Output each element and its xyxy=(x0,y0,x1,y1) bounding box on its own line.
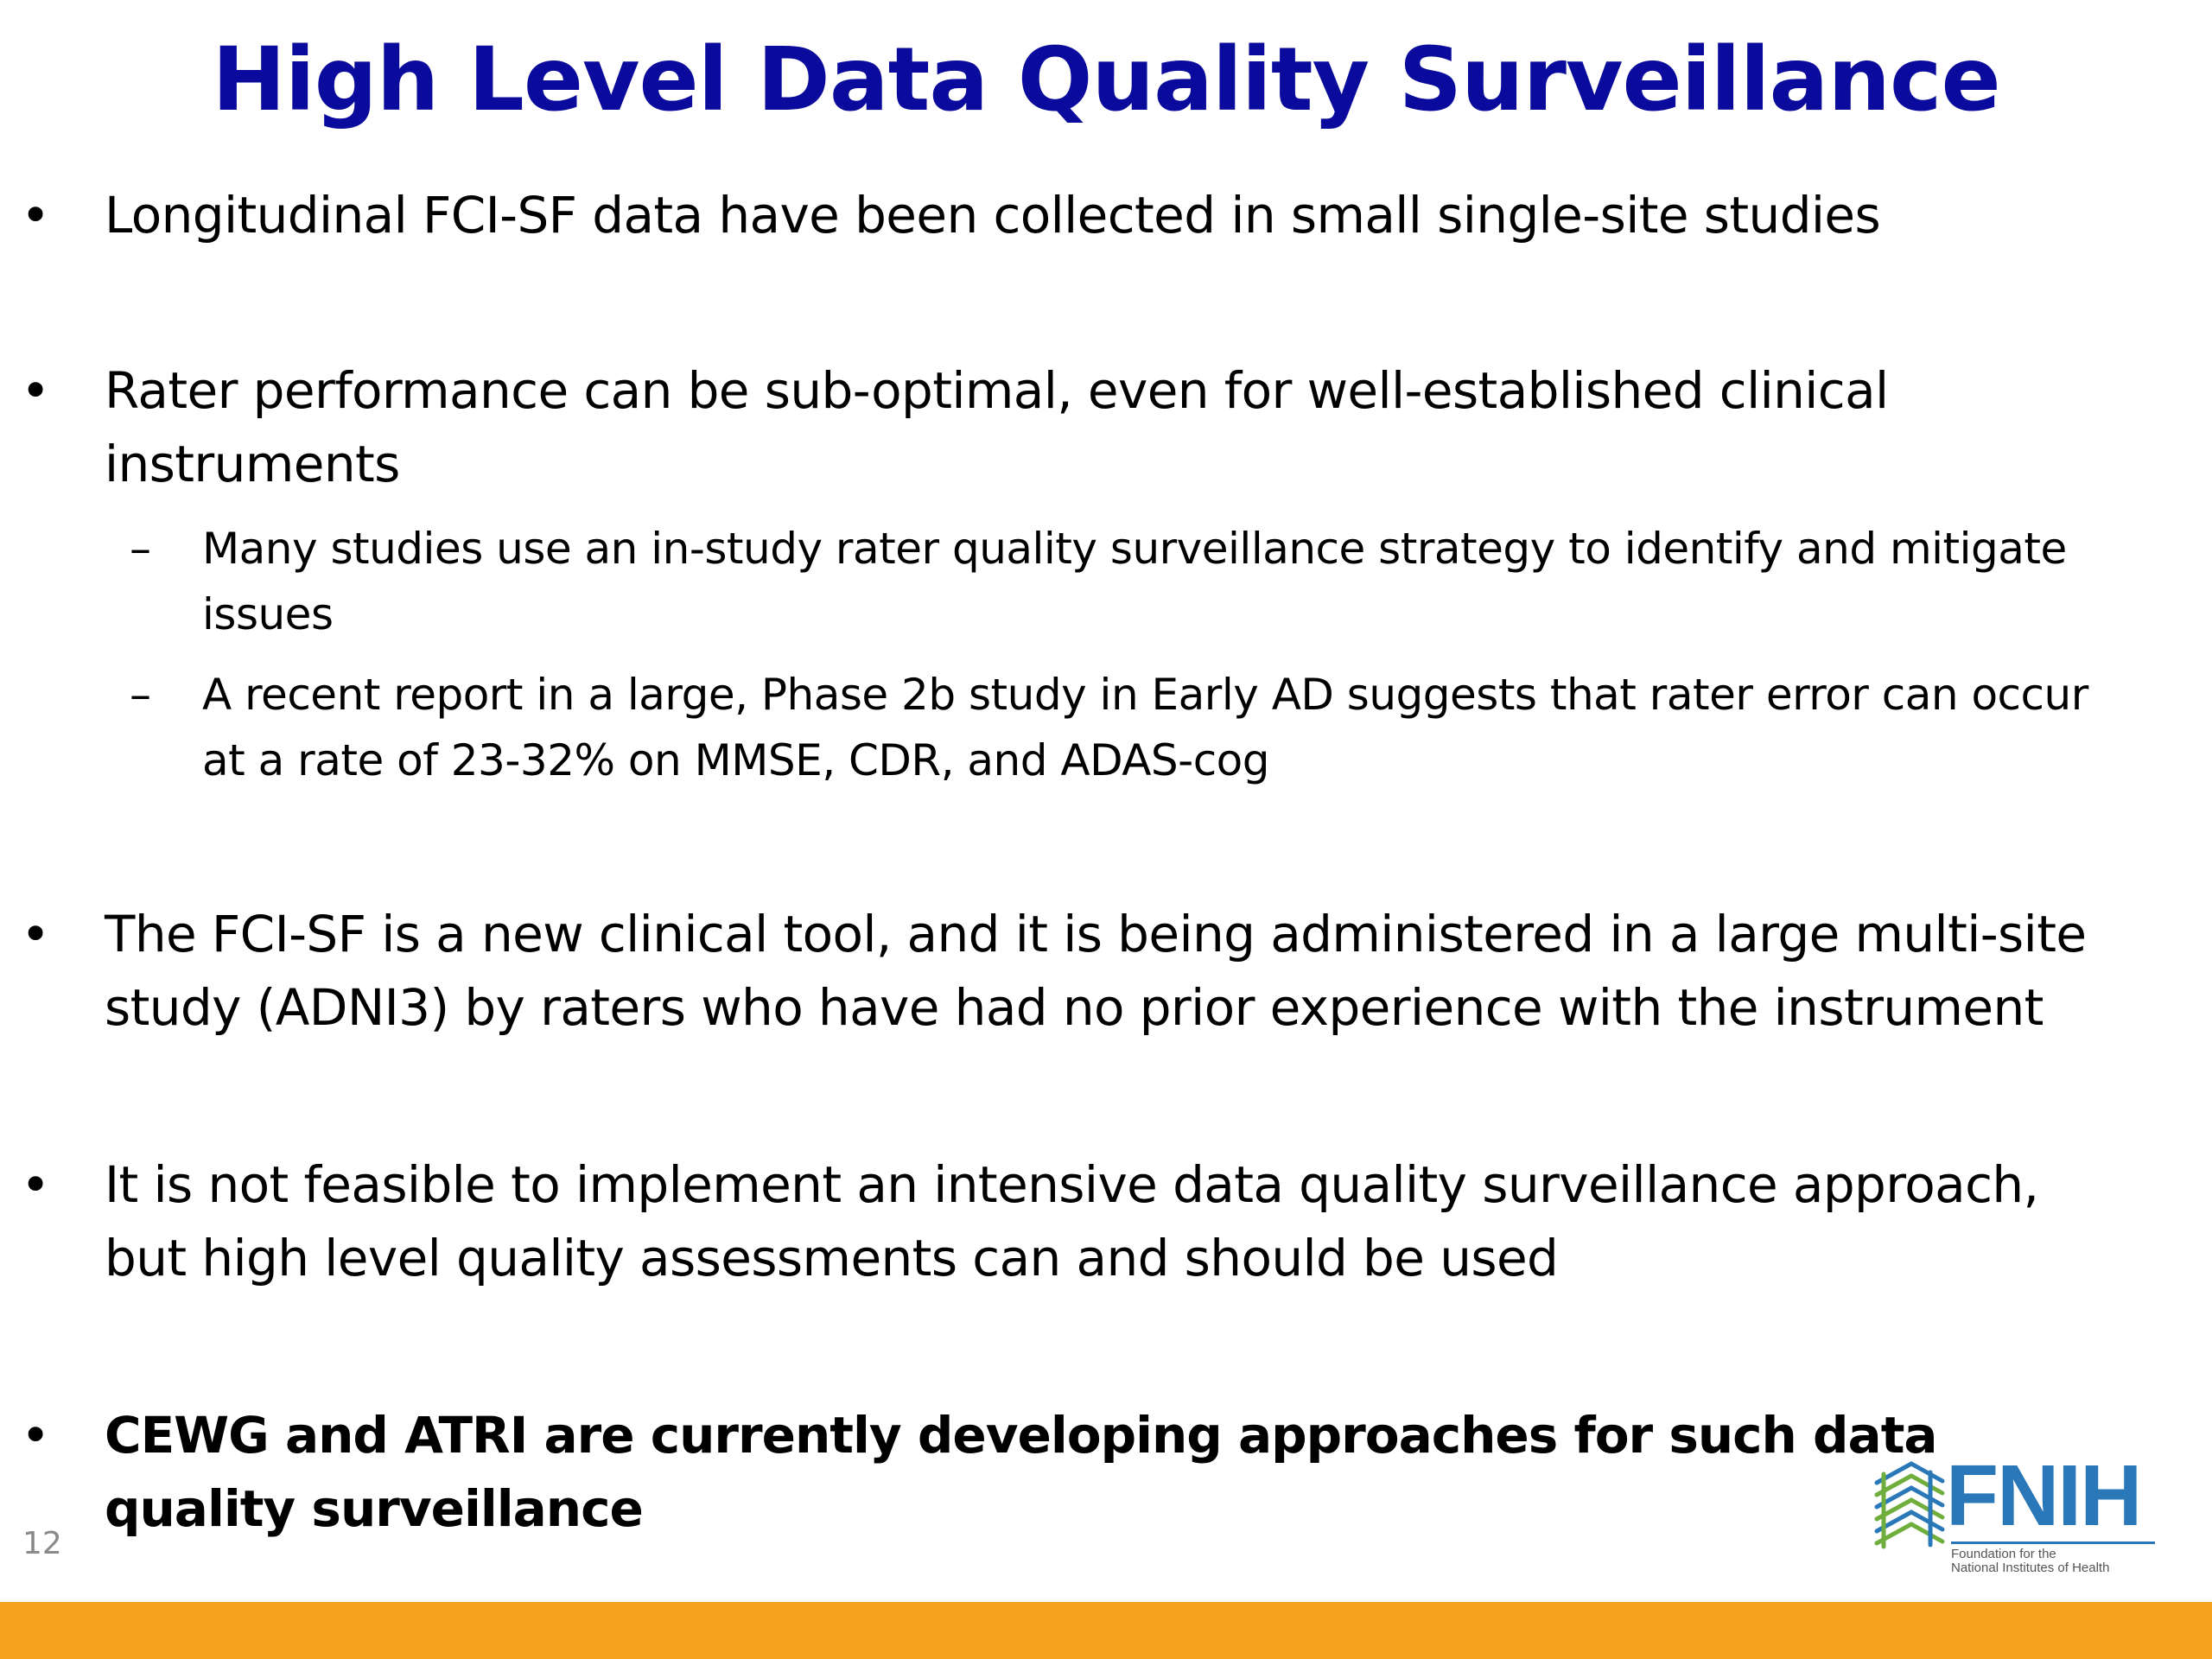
sub-bullet-text: A recent report in a large, Phase 2b stu… xyxy=(202,670,2088,785)
logo-wordmark: FNIH xyxy=(1946,1447,2142,1544)
bullet-marker: • xyxy=(21,1406,51,1465)
logo-subtitle-line1: Foundation for the xyxy=(1951,1547,2056,1561)
bullet-marker: • xyxy=(21,905,51,963)
page-number: 12 xyxy=(22,1526,62,1561)
bullet-marker: • xyxy=(21,186,51,245)
fnih-logo: FNIH Foundation for the National Institu… xyxy=(1868,1448,2162,1575)
sub-bullet-marker: – xyxy=(130,670,151,720)
footer-bar xyxy=(0,1602,2212,1659)
logo-divider xyxy=(1951,1541,2155,1544)
logo-subtitle-line2: National Institutes of Health xyxy=(1951,1560,2110,1575)
bullet-text: Longitudinal FCI-SF data have been colle… xyxy=(105,186,1881,245)
sub-bullet-marker: – xyxy=(130,524,151,574)
sub-bullet-text: Many studies use an in-study rater quali… xyxy=(202,524,2067,639)
slide-title: High Level Data Quality Surveillance xyxy=(212,29,2000,131)
bullet-marker: • xyxy=(21,1155,51,1214)
bullet-text: Rater performance can be sub-optimal, ev… xyxy=(105,361,1889,493)
bullet-text: CEWG and ATRI are currently developing a… xyxy=(105,1406,1938,1538)
bullet-text: The FCI-SF is a new clinical tool, and i… xyxy=(105,905,2087,1037)
bullet-marker: • xyxy=(21,361,51,420)
bullet-text: It is not feasible to implement an inten… xyxy=(105,1155,2039,1287)
fnih-helix-icon xyxy=(1874,1461,1945,1549)
